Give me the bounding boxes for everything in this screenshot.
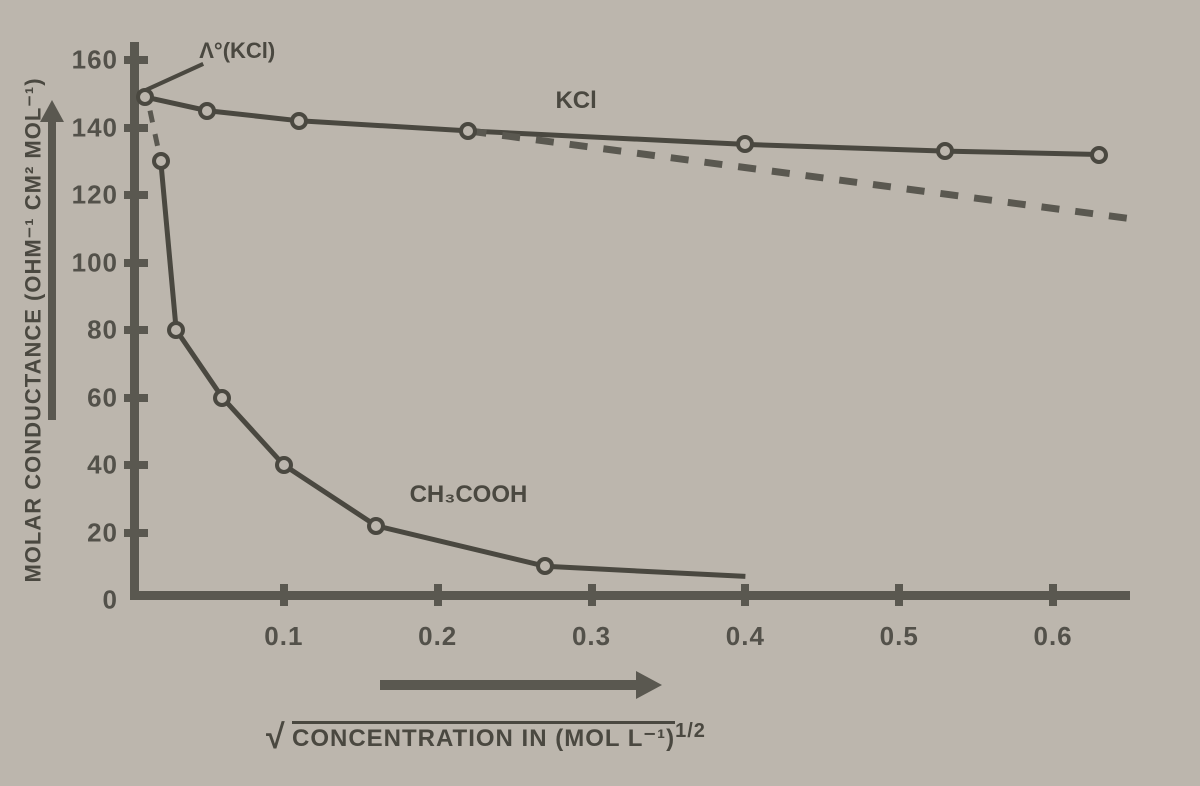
kcl-marker	[1090, 146, 1108, 164]
y-tick-label: 100	[68, 247, 118, 278]
kcl-marker	[459, 122, 477, 140]
x-tick-label: 0.6	[1033, 621, 1072, 652]
y-tick-label: 60	[68, 382, 118, 413]
y-axis-label: MOLAR CONDUCTANCE (OHM⁻¹ CM² MOL⁻¹)	[21, 77, 47, 582]
x-tick-label: 0.1	[264, 621, 303, 652]
x-axis-label-exponent: 1/2	[675, 720, 706, 742]
plot-area: 0.10.20.30.40.50.6020406080100120140160K…	[130, 60, 1130, 600]
y-tick	[124, 259, 148, 267]
chart-page: MOLAR CONDUCTANCE (OHM⁻¹ CM² MOL⁻¹) 0.10…	[0, 0, 1200, 786]
y-tick-label: 0	[68, 585, 118, 616]
y-tick	[124, 191, 148, 199]
x-tick	[588, 584, 596, 606]
kcl-marker	[736, 135, 754, 153]
x-tick	[741, 584, 749, 606]
kcl-marker	[936, 142, 954, 160]
y-tick-label: 80	[68, 315, 118, 346]
kcl-marker	[198, 102, 216, 120]
ch3cooh-marker	[213, 389, 231, 407]
ch3cooh-marker	[275, 456, 293, 474]
ch3cooh-marker	[167, 321, 185, 339]
x-tick	[280, 584, 288, 606]
ch3cooh-marker	[536, 557, 554, 575]
y-tick	[124, 326, 148, 334]
y-tick-label: 160	[68, 45, 118, 76]
ch3cooh-marker	[367, 517, 385, 535]
kcl-label: KCl	[555, 87, 596, 115]
y-tick-label: 120	[68, 180, 118, 211]
x-tick-label: 0.3	[572, 621, 611, 652]
x-tick	[895, 584, 903, 606]
ch3cooh-label: CH₃COOH	[410, 481, 528, 509]
ch3cooh-line	[161, 161, 746, 576]
chart-svg	[130, 60, 1130, 600]
x-tick	[1049, 584, 1057, 606]
y-tick	[124, 124, 148, 132]
ch3cooh-marker	[152, 152, 170, 170]
x-axis-label: CONCENTRATION IN (MOL L⁻¹) 1/2	[270, 720, 706, 753]
y-tick	[124, 529, 148, 537]
y-tick-label: 40	[68, 450, 118, 481]
x-axis-label-text: CONCENTRATION IN (MOL L⁻¹)	[292, 721, 675, 752]
y-tick-label: 20	[68, 517, 118, 548]
x-tick-label: 0.5	[880, 621, 919, 652]
kcl-line	[145, 97, 1099, 154]
lambda0-kcl-annotation: Λ°(KCl)	[199, 38, 275, 64]
kcl-marker	[136, 88, 154, 106]
y-tick	[124, 394, 148, 402]
x-axis-arrow-icon	[380, 680, 640, 690]
y-axis-arrow-icon	[48, 120, 56, 420]
x-tick-label: 0.4	[726, 621, 765, 652]
kcl-marker	[290, 112, 308, 130]
x-tick	[434, 584, 442, 606]
x-tick-label: 0.2	[418, 621, 457, 652]
y-tick	[124, 461, 148, 469]
y-tick-label: 140	[68, 112, 118, 143]
y-tick	[124, 56, 148, 64]
